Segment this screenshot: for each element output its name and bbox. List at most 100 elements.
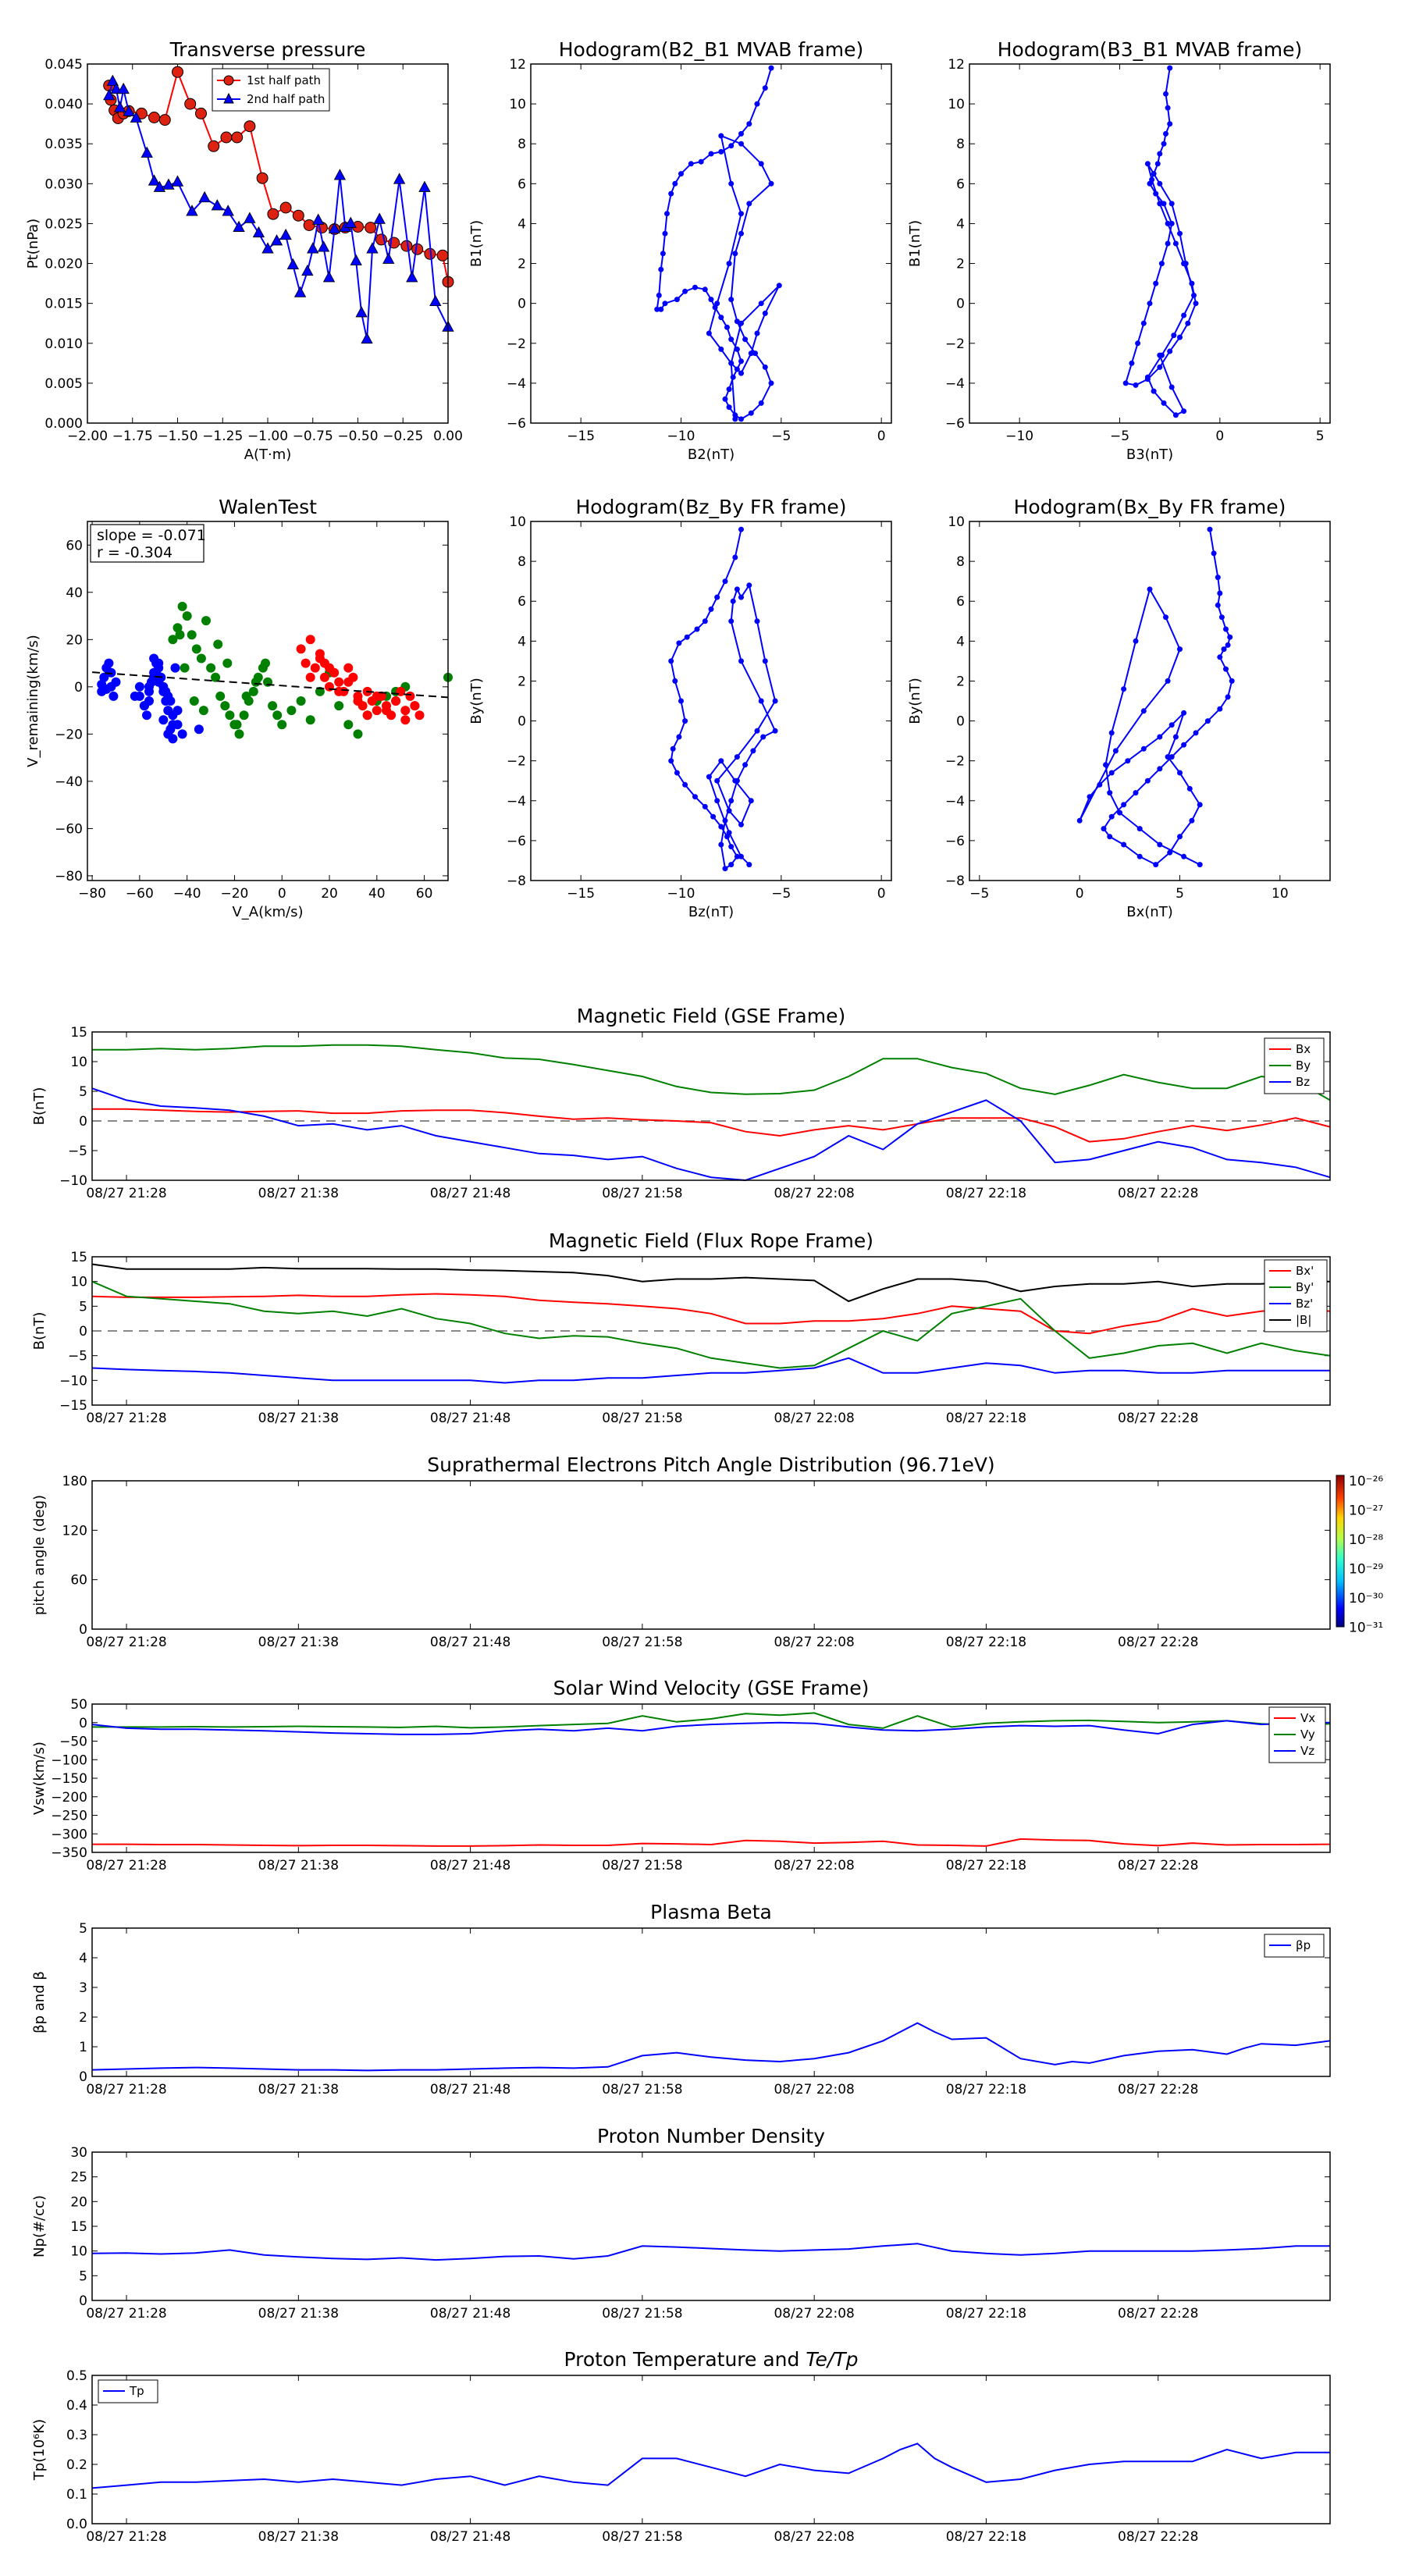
hodogram-point (714, 594, 720, 600)
series-line-2nd-half (108, 79, 449, 340)
point-1st-half (244, 120, 256, 133)
walen-point-red (343, 677, 354, 687)
walen-point-blue (99, 672, 109, 682)
point-2nd-half (117, 82, 130, 94)
hodogram-point (674, 770, 680, 776)
colorbar-label: 10⁻²⁹ (1349, 1562, 1383, 1578)
hodogram-point (732, 251, 738, 257)
hodogram-point (738, 658, 744, 664)
walen-point-blue (111, 677, 121, 687)
walen-point-red (305, 635, 315, 645)
y-tick-label: −200 (51, 1790, 87, 1806)
point-1st-half (195, 107, 207, 119)
x-tick-label: 08/27 22:28 (1118, 1858, 1198, 1873)
y-tick-label: 0.005 (44, 376, 83, 392)
walen-point-green (225, 710, 235, 720)
x-tick-label: 08/27 21:58 (602, 1411, 682, 1426)
legend-label: 2nd half path (247, 92, 325, 106)
walen-point-green (189, 696, 199, 706)
panel-title: Magnetic Field (GSE Frame) (577, 1005, 845, 1027)
walen-point-red (334, 686, 344, 696)
y-tick-label: 4 (956, 634, 965, 649)
x-tick-label: 08/27 22:08 (774, 2082, 854, 2097)
legend-label: Vy (1300, 1727, 1315, 1742)
hodogram-point (728, 180, 735, 187)
axes-frame (969, 63, 1331, 424)
x-tick-label: 08/27 22:28 (1118, 1635, 1198, 1650)
walen-point-green (334, 701, 344, 711)
hodogram-point (698, 158, 704, 165)
walen-point-green (277, 720, 287, 730)
y-tick-label: −8 (507, 873, 526, 889)
axes-frame (91, 2375, 1331, 2524)
hodogram-point (776, 283, 782, 289)
x-tick-label: 08/27 21:38 (258, 2306, 339, 2322)
y-tick-label: 0 (79, 1324, 87, 1340)
x-tick-label: 08/27 21:28 (86, 1858, 166, 1873)
y-tick-label: 25 (70, 2170, 87, 2186)
x-tick-label: 08/27 21:28 (86, 2529, 166, 2545)
series-line-Bx' (91, 1293, 1331, 1335)
hodogram-point (738, 821, 744, 827)
hodogram-point (1165, 240, 1171, 247)
hodogram-point (738, 853, 744, 859)
hodogram-point (692, 284, 698, 290)
walen-point-green (206, 663, 216, 673)
x-tick-label: 08/27 22:08 (774, 1186, 854, 1201)
y-axis-label: Vsw(km/s) (31, 1742, 48, 1815)
walen-point-green (175, 630, 185, 640)
x-tick-label: 08/27 21:28 (86, 2306, 166, 2322)
point-1st-half (231, 131, 244, 144)
y-tick-label: −4 (507, 794, 526, 809)
legend-box (212, 68, 330, 112)
y-tick-label: −2 (507, 336, 526, 352)
series-line-Vx (92, 1838, 1331, 1847)
hodogram-point (688, 161, 694, 167)
x-tick-label: 08/27 22:08 (774, 1858, 854, 1873)
hodogram-point (1177, 334, 1183, 340)
x-tick-label: −15 (567, 429, 595, 444)
hodogram-point (738, 320, 744, 326)
hodogram-point (732, 777, 738, 784)
hodogram-point (732, 554, 738, 560)
hodogram-point (722, 578, 728, 585)
walen-point-red (315, 649, 325, 659)
y-tick-label: 4 (956, 216, 965, 232)
point-2nd-half (110, 82, 123, 94)
hodogram-point (754, 618, 760, 624)
y-tick-label: 10 (70, 1055, 87, 1070)
hodogram-point (762, 85, 768, 91)
y-tick-label: 0 (79, 1114, 87, 1130)
walen-point-blue (134, 681, 144, 692)
y-tick-label: −10 (59, 1373, 87, 1389)
hodogram-point (726, 404, 732, 411)
y-tick-label: 0.045 (44, 57, 83, 73)
x-axis-label: Bx(nT) (1126, 904, 1172, 920)
hodogram-point (1186, 785, 1193, 792)
walen-point-green (239, 710, 249, 720)
hodogram-point (658, 266, 664, 272)
walen-point-blue (106, 667, 116, 678)
hodogram-point (682, 288, 688, 294)
legend-marker (223, 92, 234, 104)
hodogram-point (1163, 130, 1168, 137)
hodogram-point (728, 618, 735, 624)
y-tick-label: 0.000 (44, 416, 83, 432)
transverse-pressure-panel: Transverse pressure−2.00 −1.75 −1.50 −1.25−… (25, 38, 463, 463)
x-tick-label: −5 (969, 886, 989, 902)
hodogram-point (1217, 706, 1223, 712)
hodogram-point (1197, 802, 1203, 808)
point-2nd-half (301, 264, 314, 276)
x-tick-label: 08/27 22:18 (946, 1411, 1026, 1426)
point-2nd-half (406, 271, 418, 283)
point-2nd-half (307, 242, 319, 254)
y-tick-label: 15 (70, 1025, 87, 1041)
r-annotation: r = -0.304 (97, 544, 173, 561)
hodogram-point (668, 758, 674, 764)
y-tick-label: 0.030 (44, 176, 83, 192)
hodogram-point (1189, 817, 1195, 824)
x-tick-label: −60 (126, 886, 154, 902)
hodogram-point (1177, 770, 1183, 776)
hodogram-point (1136, 853, 1143, 859)
